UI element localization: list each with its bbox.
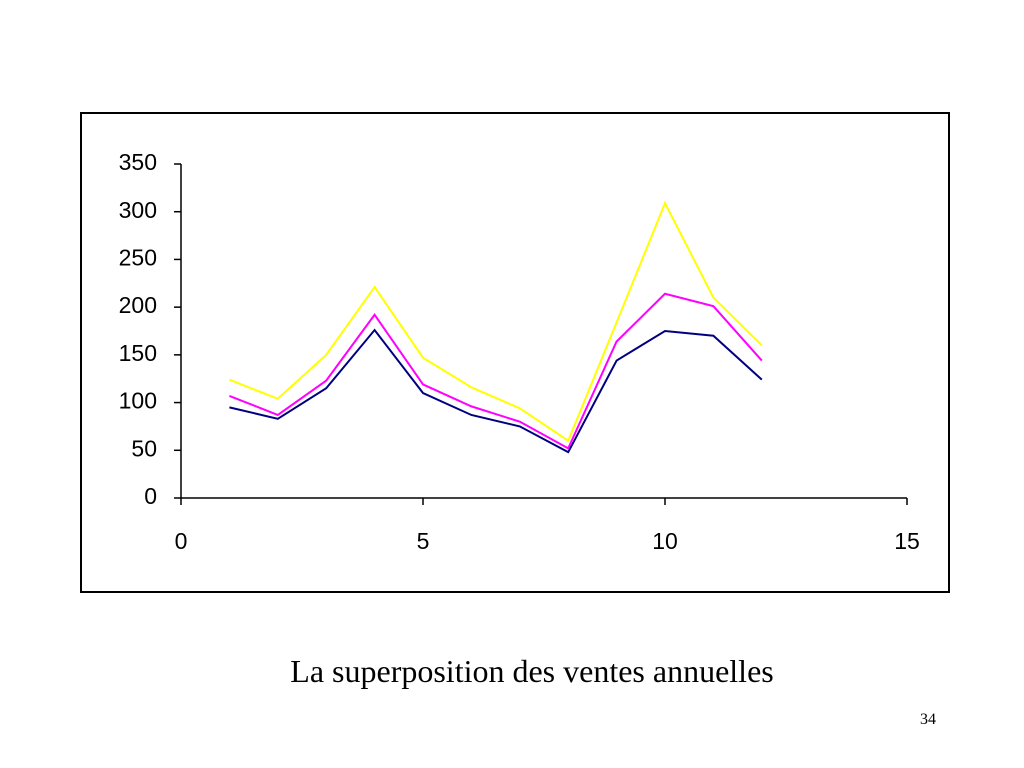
- y-tick-label: 300: [119, 197, 157, 223]
- y-tick-label: 250: [119, 245, 157, 271]
- y-tick-label: 200: [119, 292, 157, 318]
- y-tick-label: 0: [144, 483, 157, 509]
- x-tick-label: 10: [652, 528, 678, 554]
- y-tick-label: 50: [131, 435, 157, 461]
- caption: La superposition des ventes annuelles: [290, 653, 773, 689]
- series-line: [229, 200, 763, 443]
- page-number: 34: [920, 711, 936, 728]
- series-line: [229, 292, 763, 450]
- y-tick-label: 150: [119, 340, 157, 366]
- series-line: [229, 328, 763, 454]
- x-tick-label: 15: [894, 528, 920, 554]
- y-tick-label: 100: [119, 388, 157, 414]
- chart-frame: [80, 112, 950, 593]
- y-tick-label: 350: [119, 149, 157, 175]
- x-tick-label: 0: [175, 528, 188, 554]
- x-tick-label: 5: [417, 528, 430, 554]
